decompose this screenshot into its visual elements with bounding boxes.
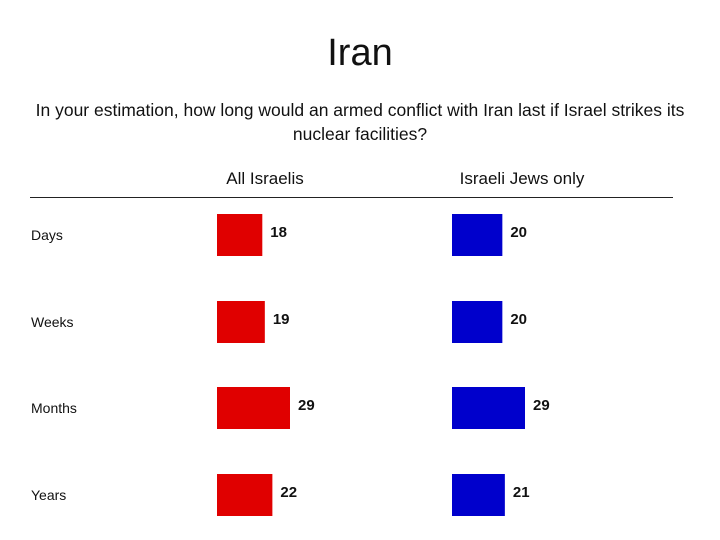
series-header-all-israelis: All Israelis bbox=[226, 169, 304, 188]
chart-title: Iran bbox=[327, 32, 393, 74]
data-label-israeli-jews-only-weeks: 20 bbox=[510, 311, 527, 328]
bar-israeli-jews-only-years bbox=[452, 474, 505, 516]
category-label-weeks: Weeks bbox=[31, 314, 74, 330]
header-divider bbox=[30, 197, 673, 198]
category-label-days: Days bbox=[31, 227, 63, 243]
series-header-israeli-jews: Israeli Jews only bbox=[459, 169, 585, 188]
bar-all-israelis-months bbox=[217, 387, 290, 429]
data-label-all-israelis-days: 18 bbox=[270, 224, 287, 241]
bar-all-israelis-years bbox=[217, 474, 273, 516]
bar-israeli-jews-only-months bbox=[452, 387, 525, 429]
data-label-all-israelis-months: 29 bbox=[298, 397, 315, 414]
bar-israeli-jews-only-days bbox=[452, 214, 503, 256]
data-label-all-israelis-years: 22 bbox=[280, 484, 297, 501]
data-label-israeli-jews-only-days: 20 bbox=[510, 224, 527, 241]
bar-israeli-jews-only-weeks bbox=[452, 301, 503, 343]
chart-subtitle: In your estimation, how long would an ar… bbox=[35, 100, 685, 144]
data-label-all-israelis-weeks: 19 bbox=[273, 311, 290, 328]
data-label-israeli-jews-only-years: 21 bbox=[513, 484, 530, 501]
data-label-israeli-jews-only-months: 29 bbox=[533, 397, 550, 414]
bar-all-israelis-weeks bbox=[217, 301, 265, 343]
category-label-months: Months bbox=[31, 400, 77, 416]
bar-all-israelis-days bbox=[217, 214, 263, 256]
category-label-years: Years bbox=[31, 487, 66, 503]
